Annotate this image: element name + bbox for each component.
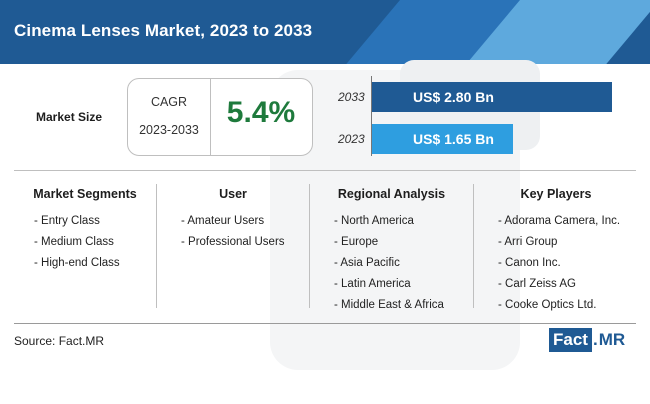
column-divider [156, 184, 157, 308]
logo-dot: . [592, 330, 598, 349]
cagr-value: 5.4% [226, 96, 296, 129]
bar-category-label: 2023 [338, 132, 365, 146]
cagr-label: CAGR [150, 95, 188, 109]
column-heading: User [219, 187, 247, 201]
cagr-box [127, 78, 313, 156]
column-heading: Key Players [520, 187, 592, 201]
bar-category-label: 2033 [338, 90, 365, 104]
list-item: - Asia Pacific [334, 257, 400, 269]
logo-mr: MR [598, 330, 626, 349]
column-divider [473, 184, 474, 308]
list-item: - Carl Zeiss AG [498, 278, 576, 290]
list-item: - Canon Inc. [498, 257, 561, 269]
key-players-column: Key Players - Adorama Camera, Inc. - Arr… [474, 187, 638, 316]
list-item: - Middle East & Africa [334, 299, 444, 311]
bar-2023 [372, 124, 513, 154]
source-note: Source: Fact.MR [14, 334, 105, 348]
user-column: User - Amateur Users - Professional User… [157, 187, 309, 253]
bar-value-label: US$ 2.80 Bn [413, 89, 494, 105]
footer-divider [14, 323, 636, 324]
list-item: - North America [334, 215, 414, 227]
column-heading: Market Segments [33, 187, 137, 201]
column-divider [309, 184, 310, 308]
list-item: - Europe [334, 236, 379, 248]
list-item: - High-end Class [34, 257, 120, 269]
cagr-divider [210, 78, 211, 156]
section-divider [14, 170, 636, 171]
bar-chart-axis [371, 76, 372, 156]
list-item: - Entry Class [34, 215, 100, 227]
regional-column: Regional Analysis - North America - Euro… [310, 187, 473, 316]
segments-column: Market Segments - Entry Class - Medium C… [14, 187, 156, 274]
list-item: - Medium Class [34, 236, 114, 248]
page-title: Cinema Lenses Market, 2023 to 2033 [14, 21, 313, 40]
bar-value-label: US$ 1.65 Bn [413, 131, 494, 147]
list-item: - Latin America [334, 278, 411, 290]
list-item: - Adorama Camera, Inc. [498, 215, 621, 227]
cagr-period: 2023-2033 [139, 123, 199, 137]
list-item: - Professional Users [181, 236, 285, 248]
list-item: - Cooke Optics Ltd. [498, 299, 597, 311]
logo-fact: Fact [549, 328, 592, 352]
factmr-logo: Fact . MR [549, 328, 626, 352]
list-item: - Arri Group [498, 236, 558, 248]
list-item: - Amateur Users [181, 215, 265, 227]
market-size-label: Market Size [36, 110, 103, 124]
bar-2033 [372, 82, 612, 112]
column-heading: Regional Analysis [337, 187, 446, 201]
header-banner: Cinema Lenses Market, 2023 to 2033 [0, 0, 650, 64]
